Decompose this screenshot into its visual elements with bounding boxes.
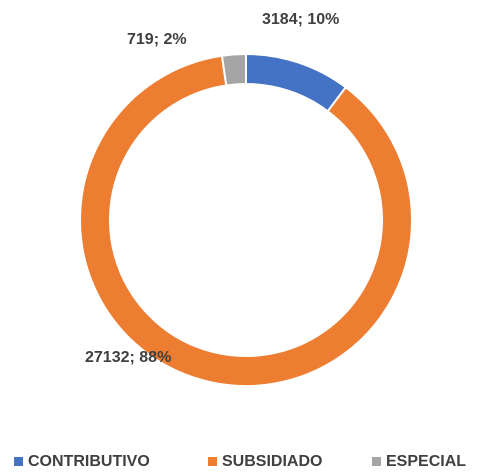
- donut-slice: [245, 52, 348, 113]
- legend-label: CONTRIBUTIVO: [28, 453, 150, 470]
- legend-swatch: [14, 457, 23, 466]
- donut-slice: [79, 54, 413, 387]
- legend-swatch: [208, 457, 217, 466]
- data-label: 719; 2%: [127, 31, 187, 48]
- legend-label: SUBSIDIADO: [222, 453, 322, 470]
- donut-slice: [220, 52, 247, 87]
- legend-swatch: [372, 457, 381, 466]
- data-label: 27132; 88%: [85, 349, 171, 366]
- legend-label: ESPECIAL: [386, 453, 466, 470]
- data-label: 3184; 10%: [262, 11, 339, 28]
